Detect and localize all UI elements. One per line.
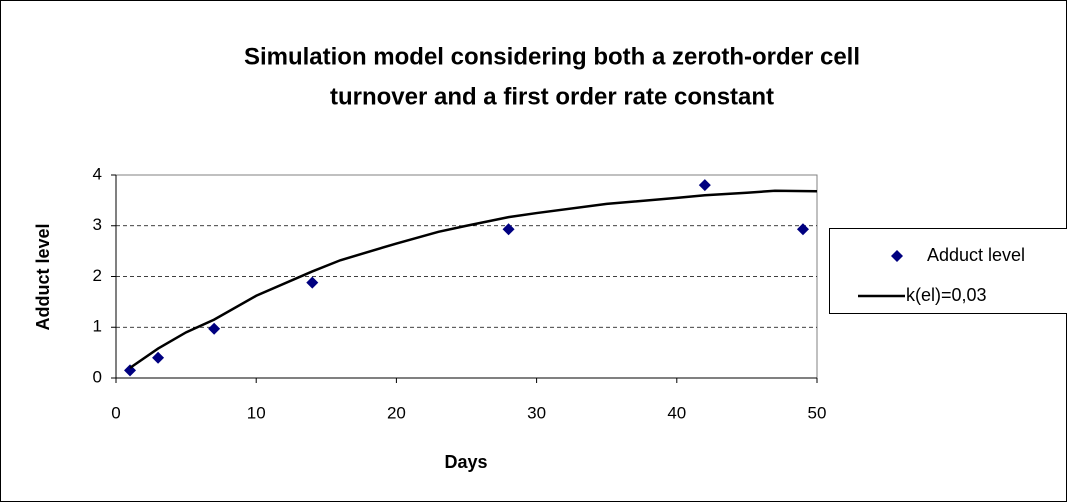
- point: [208, 322, 221, 335]
- chart-title: turnover and a first order rate constant: [330, 83, 774, 110]
- point: [502, 223, 515, 236]
- legend-label: Adduct level: [927, 245, 1025, 265]
- x-tick-label: 10: [247, 403, 266, 422]
- legend-label: k(el)=0,03: [906, 285, 987, 305]
- chart-title: Simulation model considering both a zero…: [244, 43, 860, 70]
- point: [796, 223, 809, 236]
- x-tick-label: 0: [111, 403, 120, 422]
- legend-swatch: [891, 250, 903, 262]
- y-tick-label: 0: [93, 367, 102, 386]
- x-tick-label: 50: [808, 403, 827, 422]
- y-tick-label: 2: [93, 266, 102, 285]
- point: [124, 364, 137, 377]
- y-axis-label: Adduct level: [33, 223, 53, 330]
- point: [152, 351, 165, 364]
- x-axis-label: Days: [444, 452, 487, 472]
- series-line: [129, 189, 818, 369]
- y-tick-label: 4: [93, 164, 102, 183]
- x-tick-label: 30: [527, 403, 546, 422]
- y-tick-label: 1: [93, 317, 102, 336]
- x-tick-label: 20: [387, 403, 406, 422]
- legend-box: [829, 228, 1067, 314]
- y-tick-label: 3: [93, 215, 102, 234]
- point: [306, 276, 319, 289]
- point: [698, 179, 711, 192]
- x-tick-label: 40: [667, 403, 686, 422]
